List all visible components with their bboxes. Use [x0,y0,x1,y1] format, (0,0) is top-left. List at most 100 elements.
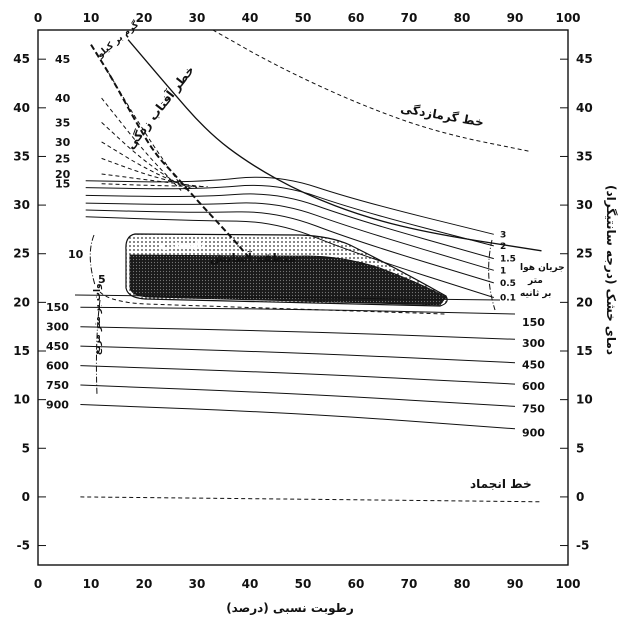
solar-right-label-900: 900 [522,427,545,440]
solar-left-label-750: 750 [46,379,69,392]
solar-right-label-150: 150 [522,316,545,329]
x-tick-bottom-100: 100 [555,577,580,591]
wind-label-1-5: 1.5 [500,255,516,265]
x-tick-top-30: 30 [189,11,206,25]
line-sunstroke [90,44,251,260]
y-tick-right-0: 0 [576,490,584,504]
line-rad-30 [101,141,192,190]
line-solar-900 [80,404,516,430]
line-wind-3 [85,176,494,235]
comfort-baseline [74,294,501,301]
x-tick-top-0: 0 [34,11,42,25]
y-tick-left-35: 35 [13,149,30,163]
y-tick-right--5: -5 [576,539,589,553]
wind-label-2: 2 [500,242,506,252]
x-axis-bottom: 0 10 20 30 40 50 60 70 80 90 100 [34,577,581,591]
y-tick-left-20: 20 [13,295,30,309]
x-axis-title: رطوبت نسبی (درصد) [226,601,354,616]
solar-left-label-600: 600 [46,360,69,373]
radiation-label-30: 30 [55,136,71,149]
solar-right-label-450: 450 [522,359,545,372]
wind-label-0-5: 0.5 [500,279,516,289]
heat-stroke-label: خط گرمازدگی [399,101,484,129]
x-tick-top-10: 10 [83,11,100,25]
line-rad-40 [101,97,182,191]
radiation-unit-label: گرم بر کیلو [93,18,141,61]
line-solar-450 [80,345,516,364]
y-tick-left-25: 25 [13,247,30,261]
y-tick-left--5: -5 [17,539,30,553]
solar-right-label-600: 600 [522,380,545,393]
solar-left-label-150: 150 [46,301,69,314]
plot-frame [37,29,569,566]
line-wind-1-5 [85,193,494,260]
x-tick-top-100: 100 [555,11,580,25]
solar-right-label-750: 750 [522,402,545,415]
line-wind-0-1 [85,216,494,298]
comfort-zone-outline [99,291,446,315]
line-wind-0-5 [85,209,494,284]
air-speed-label: جریان هوا [520,263,565,273]
line-freezing [80,496,542,503]
x-tick-bottom-0: 0 [34,577,42,591]
wind-label-0-1: 0.1 [500,294,516,304]
summer-zone-area [129,254,447,306]
solar-left-label-300: 300 [46,321,69,334]
x-tick-top-70: 70 [401,11,418,25]
y-tick-right-35: 35 [576,149,593,163]
y-tick-right-20: 20 [576,295,593,309]
label-ten: 10 [68,248,84,261]
radiation-label-25: 25 [55,152,70,165]
x-tick-top-40: 40 [242,11,259,25]
solar-right-label-300: 300 [522,337,545,350]
y-tick-right-15: 15 [576,344,593,358]
radiation-bracket [89,234,96,286]
radiation-label-20: 20 [55,168,71,181]
line-rad-35 [101,122,187,190]
y-tick-left-0: 0 [22,490,30,504]
x-tick-top-20: 20 [136,11,153,25]
line-solar-150 [80,306,516,315]
solar-left-label-450: 450 [46,340,69,353]
radiation-label-35: 35 [55,116,70,129]
y-tick-left-40: 40 [13,101,30,115]
line-heat-stroke [212,29,531,153]
x-tick-bottom-40: 40 [242,577,259,591]
x-tick-bottom-20: 20 [136,577,153,591]
radiation-axis-label: وات بر متر مربع [93,283,103,355]
line-rad-20 [101,173,203,188]
y-tick-right-40: 40 [576,101,593,115]
x-tick-top-90: 90 [507,11,524,25]
wind-label-3: 3 [500,230,506,240]
x-tick-bottom-80: 80 [454,577,471,591]
x-tick-bottom-10: 10 [83,577,100,591]
line-wind-2 [85,184,494,247]
y-axis-title: دمای خشک (درجه سانتیگراد) [604,185,618,355]
x-tick-bottom-70: 70 [401,577,418,591]
y-axis-left: 45 40 35 30 25 20 15 10 5 0 -5 [13,52,46,553]
y-tick-right-5: 5 [576,441,584,455]
wind-bracket [488,239,496,311]
x-tick-bottom-90: 90 [507,577,524,591]
y-tick-left-30: 30 [13,198,30,212]
line-boundary [127,39,542,252]
y-tick-left-10: 10 [13,393,30,407]
y-tick-right-45: 45 [576,52,593,66]
chart-lines [80,29,542,503]
y-tick-left-15: 15 [13,344,30,358]
radiation-label-40: 40 [55,92,71,105]
y-tick-right-30: 30 [576,198,593,212]
y-tick-left-5: 5 [22,441,30,455]
x-tick-bottom-30: 30 [189,577,206,591]
radiation-label-45: 45 [55,53,70,66]
summer-label: تابستان [160,237,205,251]
x-tick-bottom-50: 50 [295,577,312,591]
radiation-label-15: 15 [55,178,70,191]
wind-label-1: 1 [500,266,506,276]
line-rad-25 [101,157,198,189]
x-tick-top-50: 50 [295,11,312,25]
per-second-label: بر ثانیه [520,289,551,299]
meters-label: متر [527,276,543,286]
x-tick-top-60: 60 [348,11,365,25]
